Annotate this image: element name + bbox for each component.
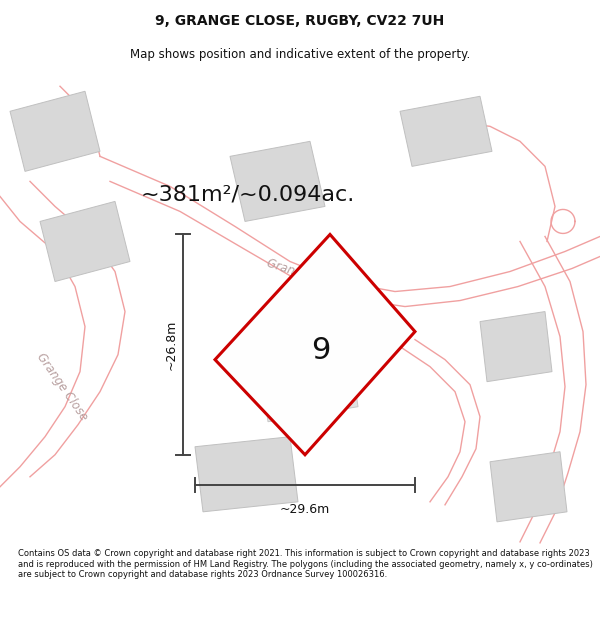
Polygon shape <box>195 437 298 512</box>
Polygon shape <box>230 141 325 221</box>
Text: Grange Cl: Grange Cl <box>265 256 325 287</box>
Polygon shape <box>215 234 415 455</box>
Polygon shape <box>40 201 130 281</box>
Polygon shape <box>490 452 567 522</box>
Text: Map shows position and indicative extent of the property.: Map shows position and indicative extent… <box>130 48 470 61</box>
Text: 9: 9 <box>311 336 331 364</box>
Text: Grange Close: Grange Close <box>34 351 90 423</box>
Polygon shape <box>480 311 552 382</box>
Text: ~26.8m: ~26.8m <box>165 319 178 370</box>
Text: Contains OS data © Crown copyright and database right 2021. This information is : Contains OS data © Crown copyright and d… <box>18 549 593 579</box>
Text: ~381m²/~0.094ac.: ~381m²/~0.094ac. <box>141 184 355 204</box>
Text: ~29.6m: ~29.6m <box>280 503 330 516</box>
Polygon shape <box>10 91 100 171</box>
Text: 9, GRANGE CLOSE, RUGBY, CV22 7UH: 9, GRANGE CLOSE, RUGBY, CV22 7UH <box>155 14 445 28</box>
Polygon shape <box>400 96 492 166</box>
Polygon shape <box>255 317 358 422</box>
